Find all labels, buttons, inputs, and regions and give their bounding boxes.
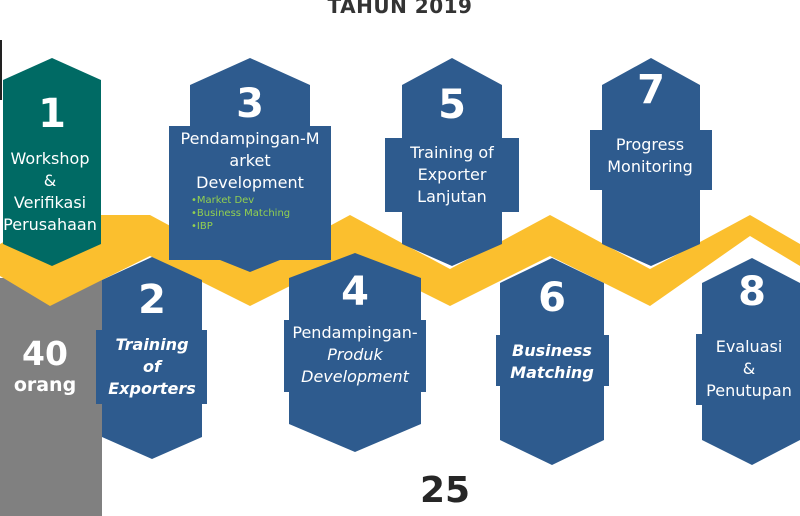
step-3-shape bbox=[169, 58, 331, 272]
step-2-shape bbox=[96, 257, 207, 459]
step-2-line-3: Exporters bbox=[108, 379, 196, 398]
step-7-line-2: Monitoring bbox=[607, 157, 693, 176]
step-1-label: Workshop & Verifikasi Perusahaan bbox=[0, 148, 100, 236]
step-7-line-1: Progress bbox=[615, 135, 685, 154]
step-6-number: 6 bbox=[538, 275, 566, 321]
step-5-line-3: Lanjutan bbox=[417, 187, 487, 206]
step-5-line-1: Training of bbox=[410, 143, 494, 162]
step-5-line-2: Exporter bbox=[417, 165, 487, 184]
step-3-line-2: arket bbox=[229, 151, 271, 170]
step-8-line-3: Penutupan bbox=[706, 381, 792, 400]
step-3-subitem: •Market Dev bbox=[191, 195, 255, 206]
step-2-label: Training of Exporters bbox=[98, 334, 206, 400]
step-5-label: Training of Exporter Lanjutan bbox=[385, 142, 519, 208]
participants-panel bbox=[0, 278, 102, 516]
step-3-subitem: •IBP bbox=[191, 221, 213, 232]
step-8-label: Evaluasi & Penutupan bbox=[698, 336, 800, 402]
step-6-line-1: Business bbox=[512, 341, 592, 360]
step-1-line-4: Perusahaan bbox=[3, 215, 97, 234]
step-5-number: 5 bbox=[438, 82, 466, 128]
step-8-number: 8 bbox=[738, 269, 766, 315]
step-2-line-2: of bbox=[143, 357, 161, 376]
step-3-subitem: •Business Matching bbox=[191, 208, 291, 219]
step-7-label: Progress Monitoring bbox=[590, 134, 710, 178]
left-edge-rule bbox=[0, 40, 2, 100]
step-3-number: 3 bbox=[236, 81, 264, 127]
step-4-line-3: Development bbox=[301, 367, 409, 386]
diagram-title: TAHUN 2019 bbox=[327, 0, 473, 18]
step-3-label: Pendampingan-M arket Development bbox=[170, 128, 330, 194]
page-number: 25 bbox=[419, 470, 471, 511]
timeline-ribbon bbox=[0, 215, 800, 306]
participants-unit: orang bbox=[13, 374, 77, 396]
step-1-line-3: Verifikasi bbox=[13, 193, 87, 212]
step-7-number: 7 bbox=[637, 67, 665, 113]
step-4-line-1: Pendampingan- bbox=[292, 323, 418, 342]
step-8-line-1: Evaluasi bbox=[715, 337, 783, 356]
step-3-line-3: Development bbox=[196, 173, 304, 192]
step-1-shape bbox=[3, 58, 101, 266]
step-3-line-1: Pendampingan-M bbox=[180, 129, 320, 148]
step-8-line-2: & bbox=[742, 359, 756, 378]
step-4-label: Pendampingan- Produk Development bbox=[284, 322, 426, 388]
step-4-shape bbox=[284, 253, 426, 452]
step-2-number: 2 bbox=[138, 277, 166, 323]
step-1-line-2: & bbox=[43, 171, 57, 190]
step-3-subitems: •Market Dev •Business Matching •IBP bbox=[191, 194, 331, 233]
step-4-number: 4 bbox=[341, 269, 369, 315]
step-2-line-1: Training bbox=[115, 335, 189, 354]
participants-count: 40 bbox=[22, 334, 68, 373]
step-8-shape bbox=[696, 258, 800, 465]
step-6-line-2: Matching bbox=[510, 363, 594, 382]
step-5-shape bbox=[385, 58, 519, 266]
step-4-line-2: Produk bbox=[327, 345, 383, 364]
step-7-shape bbox=[590, 58, 712, 266]
step-6-label: Business Matching bbox=[496, 340, 608, 384]
step-1-number: 1 bbox=[38, 91, 66, 137]
step-6-shape bbox=[496, 258, 609, 465]
step-1-line-1: Workshop bbox=[10, 149, 90, 168]
